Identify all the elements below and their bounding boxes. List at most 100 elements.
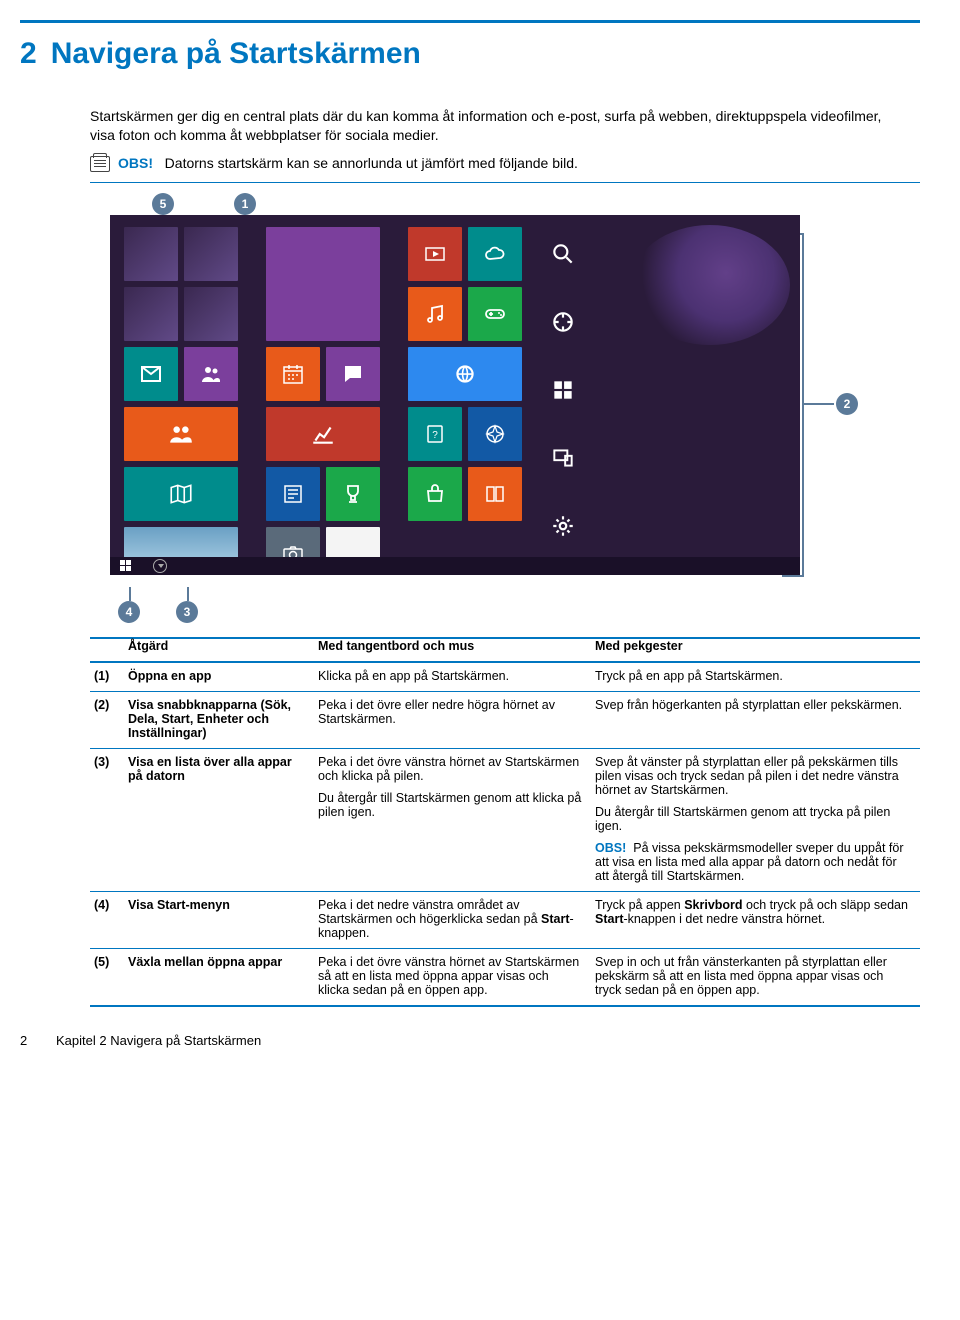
row-action: Visa en lista över alla appar på datorn [124,748,314,891]
page-footer: 2 Kapitel 2 Navigera på Startskärmen [20,1033,920,1048]
intro-block: Startskärmen ger dig en central plats dä… [90,107,890,172]
charm-devices[interactable] [542,431,584,485]
page-number: 2 [20,1033,40,1048]
th-keyboard: Med tangentbord och mus [314,639,591,662]
note-body: Datorns startskärm kan se annorlunda ut … [165,155,578,171]
tile-news[interactable] [266,467,320,521]
callout-line [187,587,189,601]
inline-obs: OBS! [595,841,626,855]
figure-wrap: 5 1 2 4 3 [90,193,920,615]
tile-cloud[interactable] [468,227,522,281]
kw-skrivbord: Skrivbord [684,898,742,912]
cell-para: Svep åt vänster på styrplattan eller på … [595,755,912,797]
tile-photo[interactable] [184,227,238,281]
tile-book[interactable] [468,467,522,521]
svg-text:?: ? [432,430,438,441]
row-touch: Tryck på en app på Startskärmen. [591,662,920,692]
tile-grid: ? [124,227,584,575]
row-action: Växla mellan öppna appar [124,948,314,1006]
note-separator [90,182,920,183]
table-row: (1) Öppna en app Klicka på en app på Sta… [90,662,920,692]
start-screen: ? [110,215,800,575]
row-touch: Svep åt vänster på styrplattan eller på … [591,748,920,891]
row-kb: Peka i det övre vänstra hörnet av Starts… [314,948,591,1006]
callout-5: 5 [152,193,174,215]
charm-share[interactable] [542,295,584,349]
cell-para: OBS! På vissa pekskärmsmodeller sveper d… [595,841,912,883]
row-action: Öppna en app [124,662,314,692]
charm-settings[interactable] [542,499,584,553]
row-kb: Peka i det övre eller nedre högra hörnet… [314,691,591,748]
row-kb: Klicka på en app på Startskärmen. [314,662,591,692]
row-touch: Svep in och ut från vänsterkanten på sty… [591,948,920,1006]
table-header-row: Åtgärd Med tangentbord och mus Med pekge… [90,639,920,662]
table-row: (4) Visa Start-menyn Peka i det nedre vä… [90,891,920,948]
tile-people-wide[interactable] [124,407,238,461]
cell-text: -knappen i det nedre vänstra hörnet. [624,912,826,926]
decor-swirl [630,225,790,345]
cell-para: Du återgår till Startskärmen genom att k… [318,791,583,819]
callout-1: 1 [234,193,256,215]
tile-people[interactable] [184,347,238,401]
kw-start: Start [541,912,569,926]
cell-text: Peka i det nedre vänstra området av Star… [318,898,541,926]
tile-compass[interactable] [468,407,522,461]
tile-photo[interactable] [124,287,178,341]
tile-chat[interactable] [326,347,380,401]
tile-ie[interactable] [408,347,522,401]
tile-large[interactable] [266,227,380,341]
charms-column [542,227,584,575]
bracket-right [802,233,804,577]
row-index: (2) [90,691,124,748]
tile-music[interactable] [408,287,462,341]
all-apps-arrow-icon[interactable] [153,559,167,573]
cell-para: Du återgår till Startskärmen genom att t… [595,805,912,833]
tile-column [266,227,380,575]
chapter-title-text: Navigera på Startskärmen [51,37,421,70]
tile-photo[interactable] [184,287,238,341]
table-row: (5) Växla mellan öppna appar Peka i det … [90,948,920,1006]
row-action: Visa snabbknapparna (Sök, Dela, Start, E… [124,691,314,748]
note-text [157,155,165,171]
row-kb: Peka i det nedre vänstra området av Star… [314,891,591,948]
charm-start[interactable] [542,363,584,417]
table-row: (2) Visa snabbknapparna (Sök, Dela, Star… [90,691,920,748]
cell-text: och tryck på och släpp sedan [743,898,908,912]
tile-photo[interactable] [124,227,178,281]
row-index: (3) [90,748,124,891]
top-rule [20,20,920,23]
cell-text: Tryck på appen [595,898,684,912]
intro-paragraph: Startskärmen ger dig en central plats dä… [90,107,890,145]
th-action: Åtgärd [124,639,314,662]
tile-mail[interactable] [124,347,178,401]
charm-search[interactable] [542,227,584,281]
note-row: OBS! Datorns startskärm kan se annorlund… [90,155,890,172]
row-index: (1) [90,662,124,692]
footer-text: Kapitel 2 Navigera på Startskärmen [56,1033,261,1048]
tile-trophy[interactable] [326,467,380,521]
callout-2: 2 [836,393,858,415]
bracket-right-bot [782,575,802,577]
table-row: (3) Visa en lista över alla appar på dat… [90,748,920,891]
tile-calendar[interactable] [266,347,320,401]
row-touch: Tryck på appen Skrivbord och tryck på oc… [591,891,920,948]
row-index: (4) [90,891,124,948]
row-kb: Peka i det övre vänstra hörnet av Starts… [314,748,591,891]
tile-video[interactable] [408,227,462,281]
callout-4: 4 [118,601,140,623]
chapter-number: 2 [20,37,37,70]
note-label: OBS! [118,155,153,171]
tile-help[interactable]: ? [408,407,462,461]
cell-para: Peka i det övre vänstra hörnet av Starts… [318,755,583,783]
tile-games[interactable] [468,287,522,341]
cell-text: På vissa pekskärmsmodeller sveper du upp… [595,841,903,883]
start-button-icon[interactable] [120,560,131,571]
tile-column: ? [408,227,522,575]
callout-line [804,403,834,405]
action-table: Åtgärd Med tangentbord och mus Med pekge… [90,637,920,1007]
tile-map[interactable] [124,467,238,521]
note-icon [90,156,110,172]
tile-store[interactable] [408,467,462,521]
tile-chart[interactable] [266,407,380,461]
kw-start: Start [595,912,623,926]
